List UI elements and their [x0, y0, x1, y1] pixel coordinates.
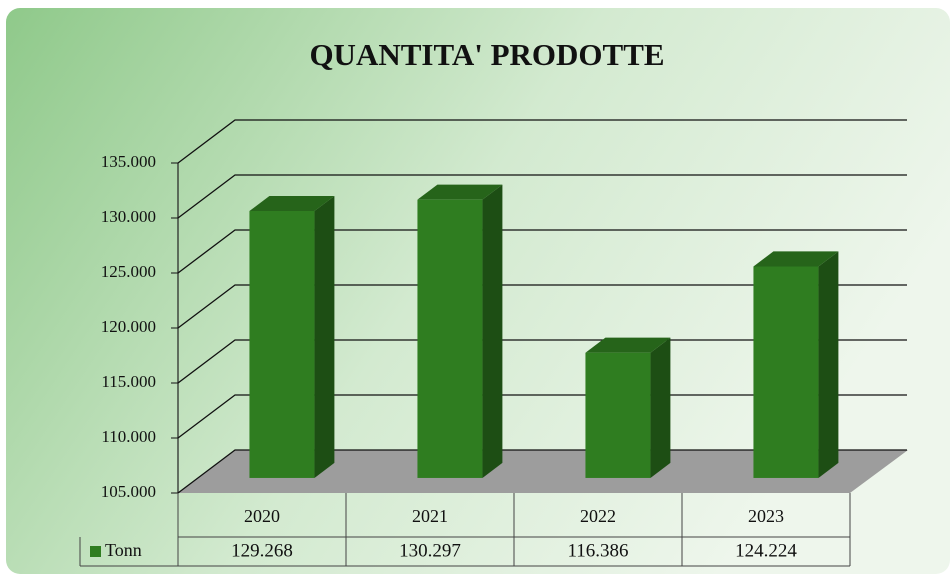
- x-tick-label: 2021: [412, 506, 448, 526]
- chart-title: QUANTITA' PRODOTTE: [309, 37, 664, 72]
- data-label: 129.268: [231, 540, 293, 561]
- data-label: 124.224: [735, 540, 797, 561]
- grid-line: [177, 229, 907, 274]
- bar-side: [650, 337, 671, 478]
- grid-line: [177, 174, 907, 219]
- y-tick-label: 115.000: [101, 372, 156, 391]
- bar: [417, 199, 483, 478]
- legend-label: Tonn: [105, 540, 142, 560]
- bar-side: [482, 184, 503, 478]
- bar: [753, 266, 819, 478]
- bar: [585, 352, 651, 478]
- y-tick-label: 125.000: [101, 262, 156, 281]
- data-label: 130.297: [399, 540, 461, 561]
- floor: [178, 450, 908, 493]
- x-tick-label: 2022: [580, 506, 616, 526]
- grid-line: [177, 339, 907, 384]
- bar-side: [314, 195, 335, 478]
- bar-top: [417, 184, 503, 200]
- bar-top: [585, 337, 671, 353]
- grid-line: [177, 119, 907, 164]
- y-tick-label: 105.000: [101, 482, 156, 501]
- y-tick-label: 110.000: [101, 427, 156, 446]
- y-tick-label: 135.000: [101, 152, 156, 171]
- bar-top: [249, 195, 335, 212]
- grid-line: [177, 449, 907, 494]
- bar-top: [753, 251, 839, 267]
- x-tick-label: 2020: [244, 506, 280, 526]
- x-tick-label: 2023: [748, 506, 784, 526]
- y-tick-label: 130.000: [101, 207, 156, 226]
- grid-line: [177, 284, 907, 329]
- data-label: 116.386: [567, 540, 628, 561]
- bar: [249, 211, 315, 478]
- bar-side: [818, 251, 839, 478]
- grid-line: [177, 394, 907, 439]
- y-tick-label: 120.000: [101, 317, 156, 336]
- legend-swatch: [90, 546, 101, 557]
